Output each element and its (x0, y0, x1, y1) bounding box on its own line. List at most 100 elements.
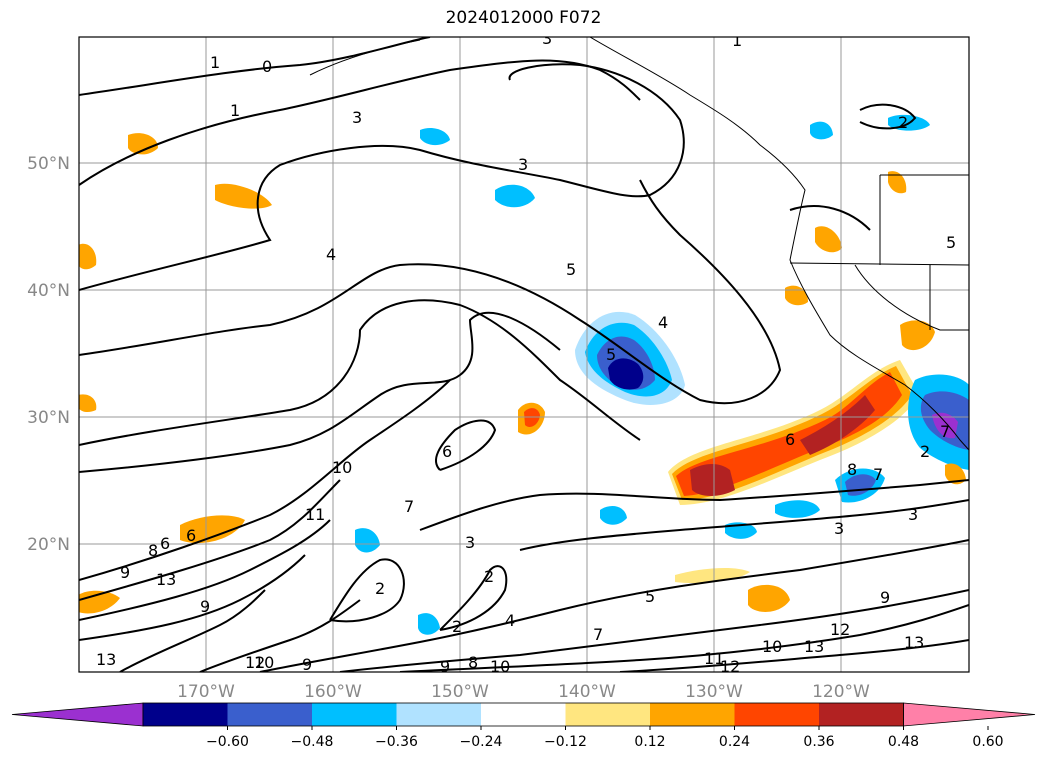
contour-label: 1 (230, 101, 240, 120)
shade-small-23 (945, 463, 966, 485)
map-frame (78, 36, 970, 673)
contour-label: 0 (262, 57, 272, 76)
shade-small-5 (128, 133, 158, 155)
contour-label: 8 (847, 460, 857, 479)
contour-label: 12 (245, 653, 265, 672)
colorbar-extend-low (11, 702, 144, 727)
shade-small-3 (79, 243, 97, 270)
shade-negative-coast-core (932, 412, 958, 439)
contour-label: 7 (940, 422, 950, 441)
colorbar-tick-label: 0.60 (972, 734, 1003, 750)
contour-label: 8 (468, 653, 478, 672)
shade-small-14 (675, 568, 750, 584)
map-content: 1 0 3 3 4 5 4 5 6 8 7 3 6 10 11 7 3 2 2 … (79, 29, 969, 676)
lon-label: 160°W (304, 682, 362, 702)
colorbar: −0.60 −0.48 −0.36 −0.24 −0.12 0.12 0.24 0.36 0.4… (11, 702, 1036, 750)
contour-label: 13 (96, 650, 116, 669)
lat-label: 30°N (27, 408, 70, 428)
contour-label: 9 (120, 563, 130, 582)
colorbar-tick-label: −0.60 (206, 734, 249, 750)
shade-small-2 (900, 320, 935, 351)
shade-small-17 (810, 121, 833, 140)
colorbar-segment (227, 703, 313, 726)
shade-positive-band-red (676, 372, 902, 496)
shade-small-9 (600, 506, 627, 525)
colorbar-tick-label: −0.48 (291, 734, 334, 750)
shade-negative-blob-core (608, 358, 644, 390)
contour-label: 9 (200, 597, 210, 616)
contour-label: 5 (946, 233, 956, 252)
contour-label: 2 (375, 579, 385, 598)
contour-label-group: 1 0 3 3 4 5 4 5 6 8 7 3 6 10 11 7 3 2 2 … (96, 29, 956, 676)
contour-label: 7 (593, 625, 603, 644)
coastlines (309, 37, 969, 451)
contour-label: 9 (302, 655, 312, 674)
shade-small-1-core (524, 408, 540, 427)
colorbar-segment (734, 703, 820, 726)
contour-label: 5 (606, 345, 616, 364)
contour-label: 6 (442, 442, 452, 461)
contour-label: 2 (898, 113, 908, 132)
contour-label: 5 (645, 587, 655, 606)
shade-small-12 (180, 515, 245, 544)
contour-lines (79, 37, 969, 672)
contour-label: 3 (465, 533, 475, 552)
lon-label: 130°W (685, 682, 743, 702)
colorbar-tick-label: −0.36 (375, 734, 418, 750)
lon-label: 120°W (812, 682, 870, 702)
shade-small-21 (888, 171, 907, 194)
colorbar-segment (650, 703, 735, 726)
contour-label: 7 (873, 465, 883, 484)
shade-small-22 (79, 394, 97, 413)
colorbar-segment (565, 703, 651, 726)
contour-label: 9 (880, 588, 890, 607)
contour-label: 12 (830, 620, 850, 639)
lon-label: 150°W (431, 682, 489, 702)
shade-small-16 (418, 613, 440, 635)
contour-label: 3 (518, 155, 528, 174)
contour-label: 12 (720, 657, 740, 676)
contour-label: 13 (904, 633, 924, 652)
colorbar-outline (142, 702, 904, 727)
contour-label: 6 (785, 430, 795, 449)
contour-label: 1 (210, 53, 220, 72)
contour-label: 1 (732, 31, 742, 50)
contour-label: 10 (490, 657, 510, 676)
contour-label: 3 (352, 108, 362, 127)
map-panel (79, 37, 969, 672)
contour-label: 13 (156, 570, 176, 589)
shade-small-6 (495, 184, 535, 208)
lon-label: 140°W (558, 682, 616, 702)
graticule (79, 37, 969, 672)
colorbar-segment (819, 703, 904, 726)
colorbar-tick-label: 0.24 (719, 734, 750, 750)
colorbar-segment (143, 703, 228, 726)
contour-label: 10 (332, 458, 352, 477)
colorbar-tick-label: −0.12 (544, 734, 587, 750)
contour-label: 10 (254, 653, 274, 672)
contour-label: 2 (452, 617, 462, 636)
contour-label: 11 (704, 649, 724, 668)
shade-small-20 (785, 285, 808, 306)
colorbar-segment (396, 703, 482, 726)
shade-small-19 (815, 226, 842, 253)
colorbar-tick-label: 0.36 (803, 734, 834, 750)
colorbar-segment (312, 703, 397, 726)
contour-label: 5 (566, 260, 576, 279)
contour-label: 11 (305, 505, 325, 524)
contour-label: 9 (440, 657, 450, 676)
contour-label: 6 (186, 526, 196, 545)
contour-label: 13 (804, 637, 824, 656)
colorbar-tick-label: −0.24 (460, 734, 503, 750)
shade-positive-band-dark (690, 395, 875, 496)
contour-label: 10 (762, 637, 782, 656)
contour-label: 4 (658, 313, 668, 332)
contour-label: 3 (542, 29, 552, 48)
contour-label: 3 (834, 519, 844, 538)
shade-small-8 (748, 584, 790, 612)
contour-label: 4 (326, 245, 336, 264)
shade-small-15 (355, 528, 380, 553)
contour-label: 2 (484, 567, 494, 586)
colorbar-segment (481, 703, 566, 726)
lon-label: 170°W (177, 682, 235, 702)
